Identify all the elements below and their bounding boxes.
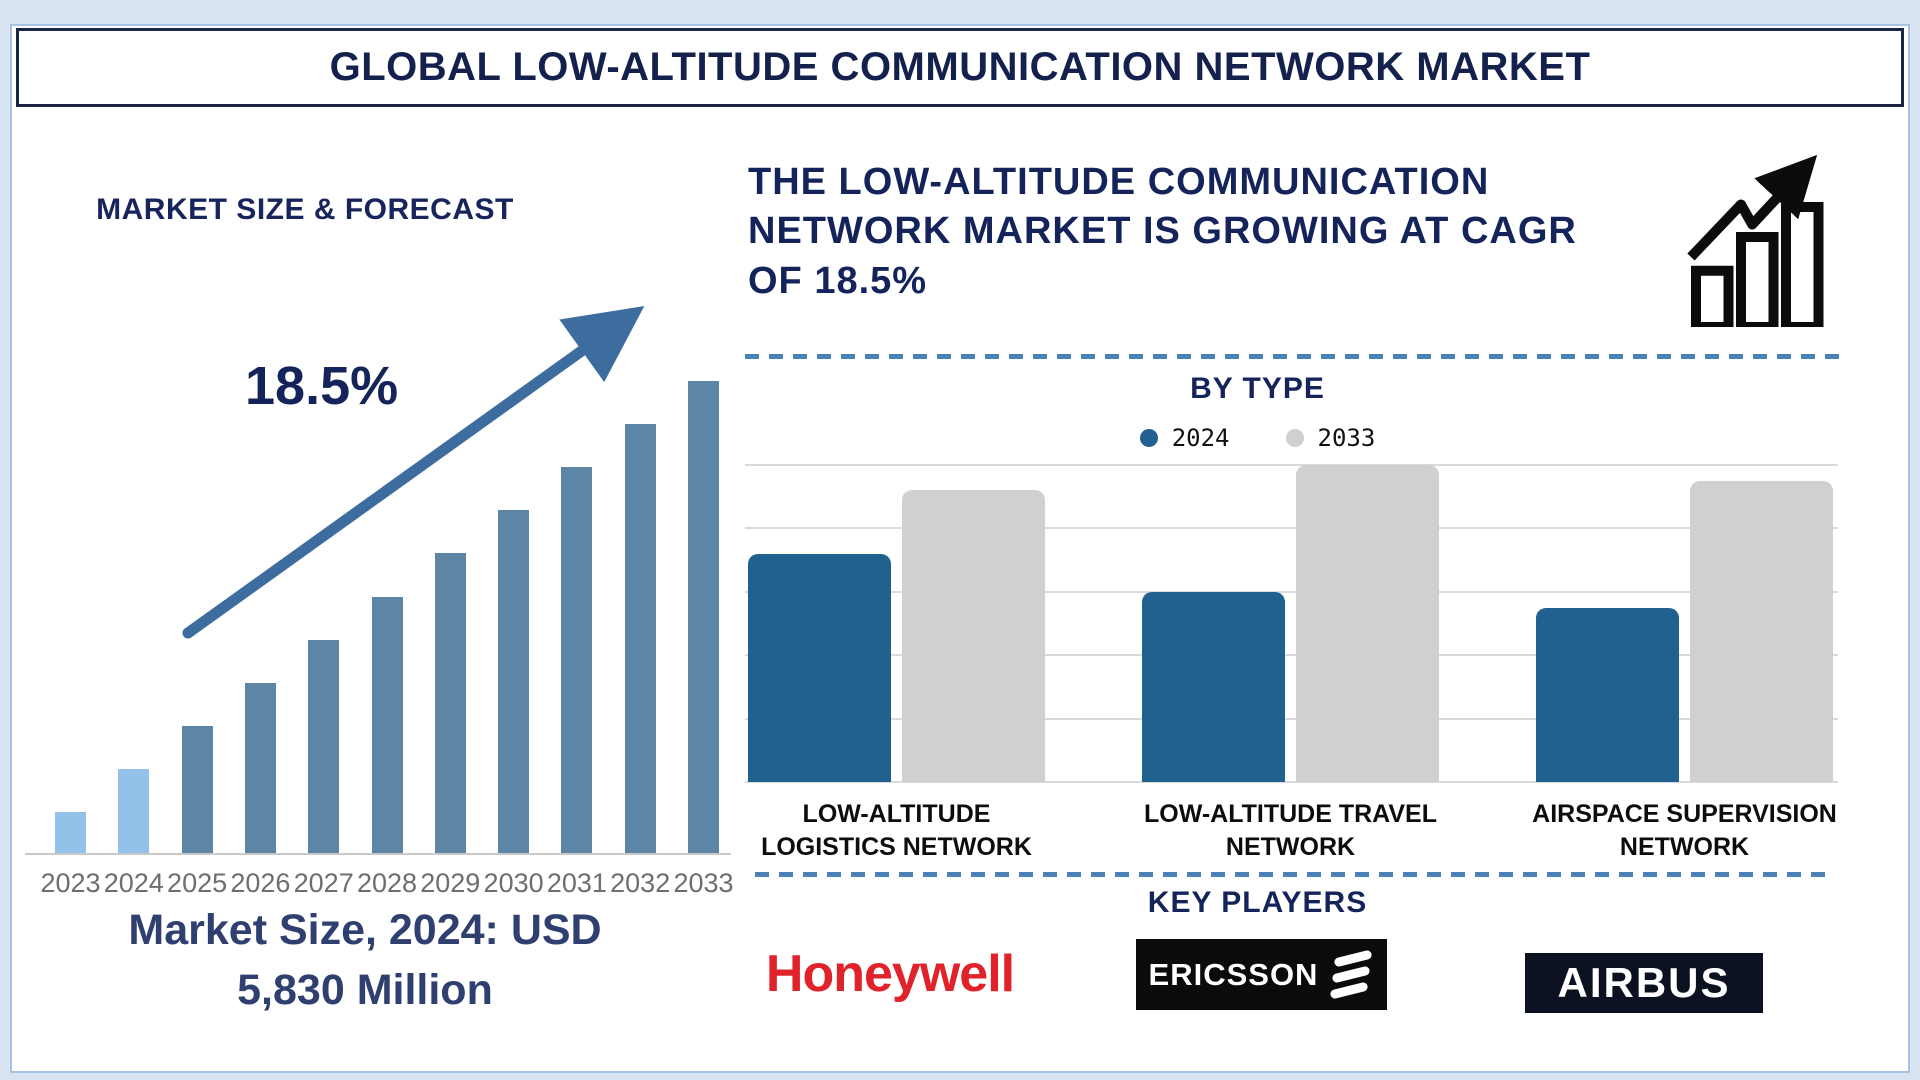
- forecast-bar-2025: [181, 725, 213, 854]
- by-type-bar-2033-group2: [1296, 465, 1439, 782]
- by-type-title: BY TYPE: [1190, 372, 1325, 405]
- legend-label-2024: 2024: [1171, 424, 1230, 452]
- forecast-year-label-2032: 2032: [610, 868, 671, 898]
- by-type-bar-2024-group2: [1142, 591, 1285, 782]
- forecast-x-axis: [25, 853, 731, 855]
- legend-label-2033: 2033: [1317, 424, 1376, 452]
- by-type-grouped-bar-chart: [745, 464, 1838, 783]
- legend-item-2024: 2024: [1139, 424, 1230, 452]
- forecast-year-label-2023: 2023: [40, 868, 101, 898]
- gridline: [745, 590, 1838, 593]
- key-players-title: KEY PLAYERS: [1147, 886, 1368, 919]
- forecast-bar-2023: [55, 811, 86, 854]
- legend-item-2033: 2033: [1285, 424, 1376, 452]
- forecast-year-label-2025: 2025: [167, 868, 228, 898]
- airbus-logo: AIRBUS: [1525, 953, 1763, 1013]
- cagr-headline: THE LOW-ALTITUDE COMMUNICATION NETWORK M…: [748, 161, 1577, 302]
- ericsson-logo-text: ERICSSON: [1148, 956, 1319, 992]
- by-type-category-label-1: LOW-ALTITUDE LOGISTICS NETWORK: [761, 800, 1032, 861]
- ericsson-bars-icon: [1330, 949, 1373, 999]
- forecast-bar-2024: [118, 768, 150, 854]
- forecast-section-title: MARKET SIZE & FORECAST: [96, 193, 514, 226]
- legend-dot-2024-icon: [1139, 429, 1158, 447]
- by-type-bar-2024-group1: [748, 553, 891, 782]
- forecast-year-label-2024: 2024: [103, 868, 164, 898]
- title-banner: GLOBAL LOW-ALTITUDE COMMUNICATION NETWOR…: [16, 28, 1904, 107]
- forecast-year-label-2029: 2029: [420, 868, 481, 898]
- cagr-value-label: 18.5%: [245, 356, 399, 416]
- legend-dot-2033-icon: [1285, 429, 1304, 447]
- forecast-year-label-2031: 2031: [546, 868, 607, 898]
- growth-chart-icon: [1687, 154, 1824, 327]
- airbus-logo-text: AIRBUS: [1557, 959, 1731, 1006]
- by-type-category-label-3: AIRSPACE SUPERVISION NETWORK: [1532, 800, 1837, 861]
- dashed-divider-top: [745, 354, 1840, 359]
- forecast-bar-2032: [624, 424, 656, 854]
- by-type-legend: 2024 2033: [745, 424, 1770, 452]
- gridline: [745, 654, 1838, 657]
- forecast-year-label-2030: 2030: [483, 868, 544, 898]
- forecast-bar-2031: [561, 467, 593, 854]
- gridline: [745, 464, 1838, 466]
- page-title: GLOBAL LOW-ALTITUDE COMMUNICATION NETWOR…: [329, 45, 1591, 89]
- market-size-caption: Market Size, 2024: USD 5,830 Million: [128, 906, 602, 1015]
- gridline: [745, 527, 1838, 530]
- forecast-bar-2033: [688, 381, 719, 854]
- forecast-year-label-2028: 2028: [356, 868, 418, 898]
- trend-arrow-icon: [182, 305, 645, 639]
- gridline: [745, 717, 1838, 720]
- honeywell-logo: Honeywell: [765, 945, 1015, 1003]
- dashed-divider-bottom: [755, 872, 1835, 877]
- by-type-bar-2024-group3: [1536, 607, 1679, 782]
- forecast-bar-2027: [308, 639, 340, 854]
- by-type-bar-2033-group3: [1690, 480, 1833, 782]
- forecast-bar-2029: [434, 553, 466, 854]
- gridline: [745, 781, 1838, 783]
- by-type-category-label-2: LOW-ALTITUDE TRAVEL NETWORK: [1144, 800, 1437, 861]
- by-type-bar-2033-group1: [902, 490, 1045, 782]
- forecast-bar-2026: [244, 682, 276, 854]
- forecast-year-label-2026: 2026: [230, 868, 291, 898]
- forecast-bar-2030: [498, 510, 530, 854]
- ericsson-logo: ERICSSON: [1136, 939, 1387, 1010]
- forecast-year-label-2027: 2027: [293, 868, 354, 898]
- forecast-bar-2028: [371, 596, 403, 854]
- forecast-year-label-2033: 2033: [673, 868, 734, 898]
- forecast-bar-chart: 2023 2024 2025 2026 2027 2028 2029 2030 2031 2032…: [0, 381, 740, 898]
